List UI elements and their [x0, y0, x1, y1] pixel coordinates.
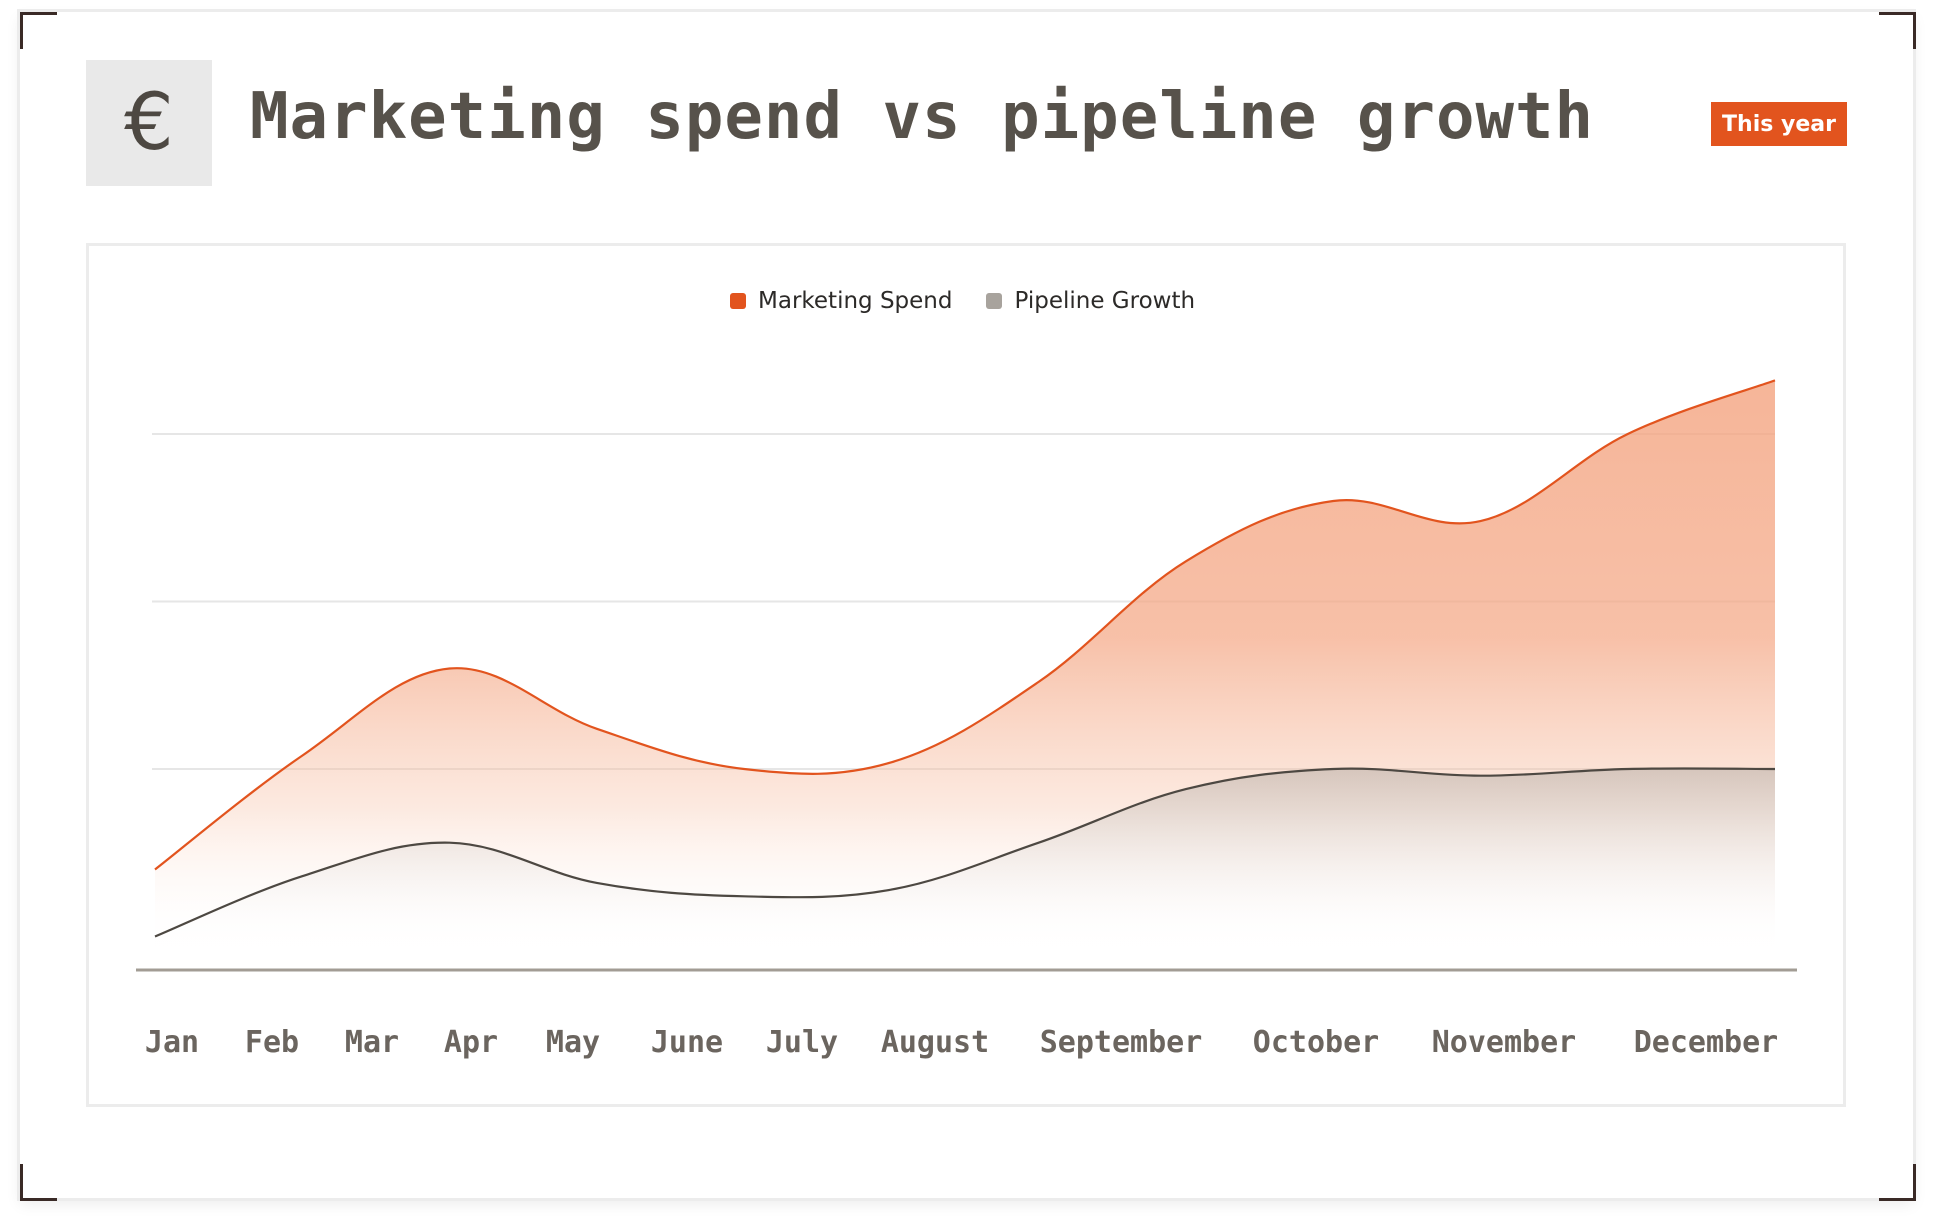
legend-item-marketing-spend[interactable]: Marketing Spend: [730, 288, 952, 314]
period-badge[interactable]: This year: [1711, 102, 1847, 146]
x-tick-label: Mar: [345, 1025, 399, 1060]
page-title: Marketing spend vs pipeline growth: [250, 80, 1595, 154]
euro-glyph: €: [124, 78, 174, 168]
corner-marker: [1879, 1164, 1916, 1201]
corner-marker: [1879, 12, 1916, 49]
legend-swatch-pipeline: [986, 293, 1003, 309]
x-tick-label: May: [546, 1025, 600, 1060]
x-tick-label: Feb: [245, 1025, 299, 1060]
legend-swatch-spend: [730, 293, 746, 309]
series-line-marketing-spend: [154, 379, 1776, 871]
euro-icon: €: [86, 60, 212, 186]
corner-marker: [20, 12, 57, 49]
legend-label-spend: Marketing Spend: [758, 288, 953, 314]
x-tick-label: August: [881, 1025, 989, 1060]
x-tick-label: October: [1253, 1025, 1379, 1060]
x-tick-label: Apr: [444, 1025, 498, 1060]
legend-item-pipeline-growth[interactable]: Pipeline Growth: [986, 288, 1195, 314]
x-tick-label: July: [766, 1025, 838, 1060]
series-line-pipeline-growth: [154, 767, 1776, 938]
corner-marker: [20, 1164, 57, 1201]
x-tick-label: December: [1634, 1025, 1779, 1060]
legend-label-pipeline: Pipeline Growth: [1014, 288, 1196, 314]
chart-legend: Marketing Spend Pipeline Growth: [730, 288, 1195, 314]
x-tick-label: September: [1040, 1025, 1203, 1060]
x-tick-label: June: [651, 1025, 723, 1060]
area-pipeline-growth: [155, 768, 1775, 950]
x-tick-label: November: [1432, 1025, 1577, 1060]
x-tick-label: Jan: [145, 1025, 199, 1060]
